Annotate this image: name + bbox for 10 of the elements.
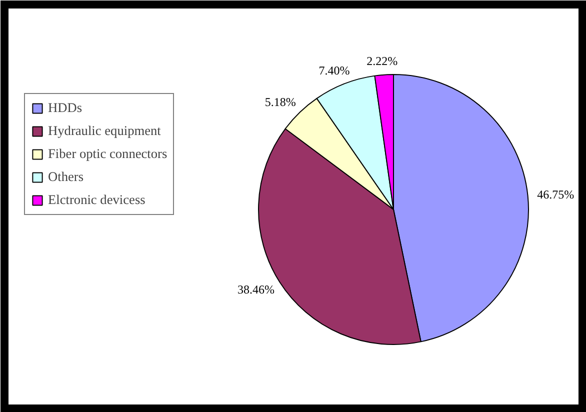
- data-label: 7.40%: [318, 64, 350, 78]
- legend-label: Hydraulic equipment: [48, 123, 161, 139]
- data-label: 38.46%: [238, 282, 275, 297]
- legend-label: Others: [48, 169, 84, 185]
- data-label: 5.18%: [264, 95, 296, 110]
- data-label: 2.22%: [366, 54, 398, 68]
- legend-label: HDDs: [48, 100, 82, 116]
- legend-label: Elctronic devicess: [48, 192, 146, 208]
- legend-label: Fiber optic connectors: [48, 146, 168, 162]
- data-label: 46.75%: [537, 187, 574, 202]
